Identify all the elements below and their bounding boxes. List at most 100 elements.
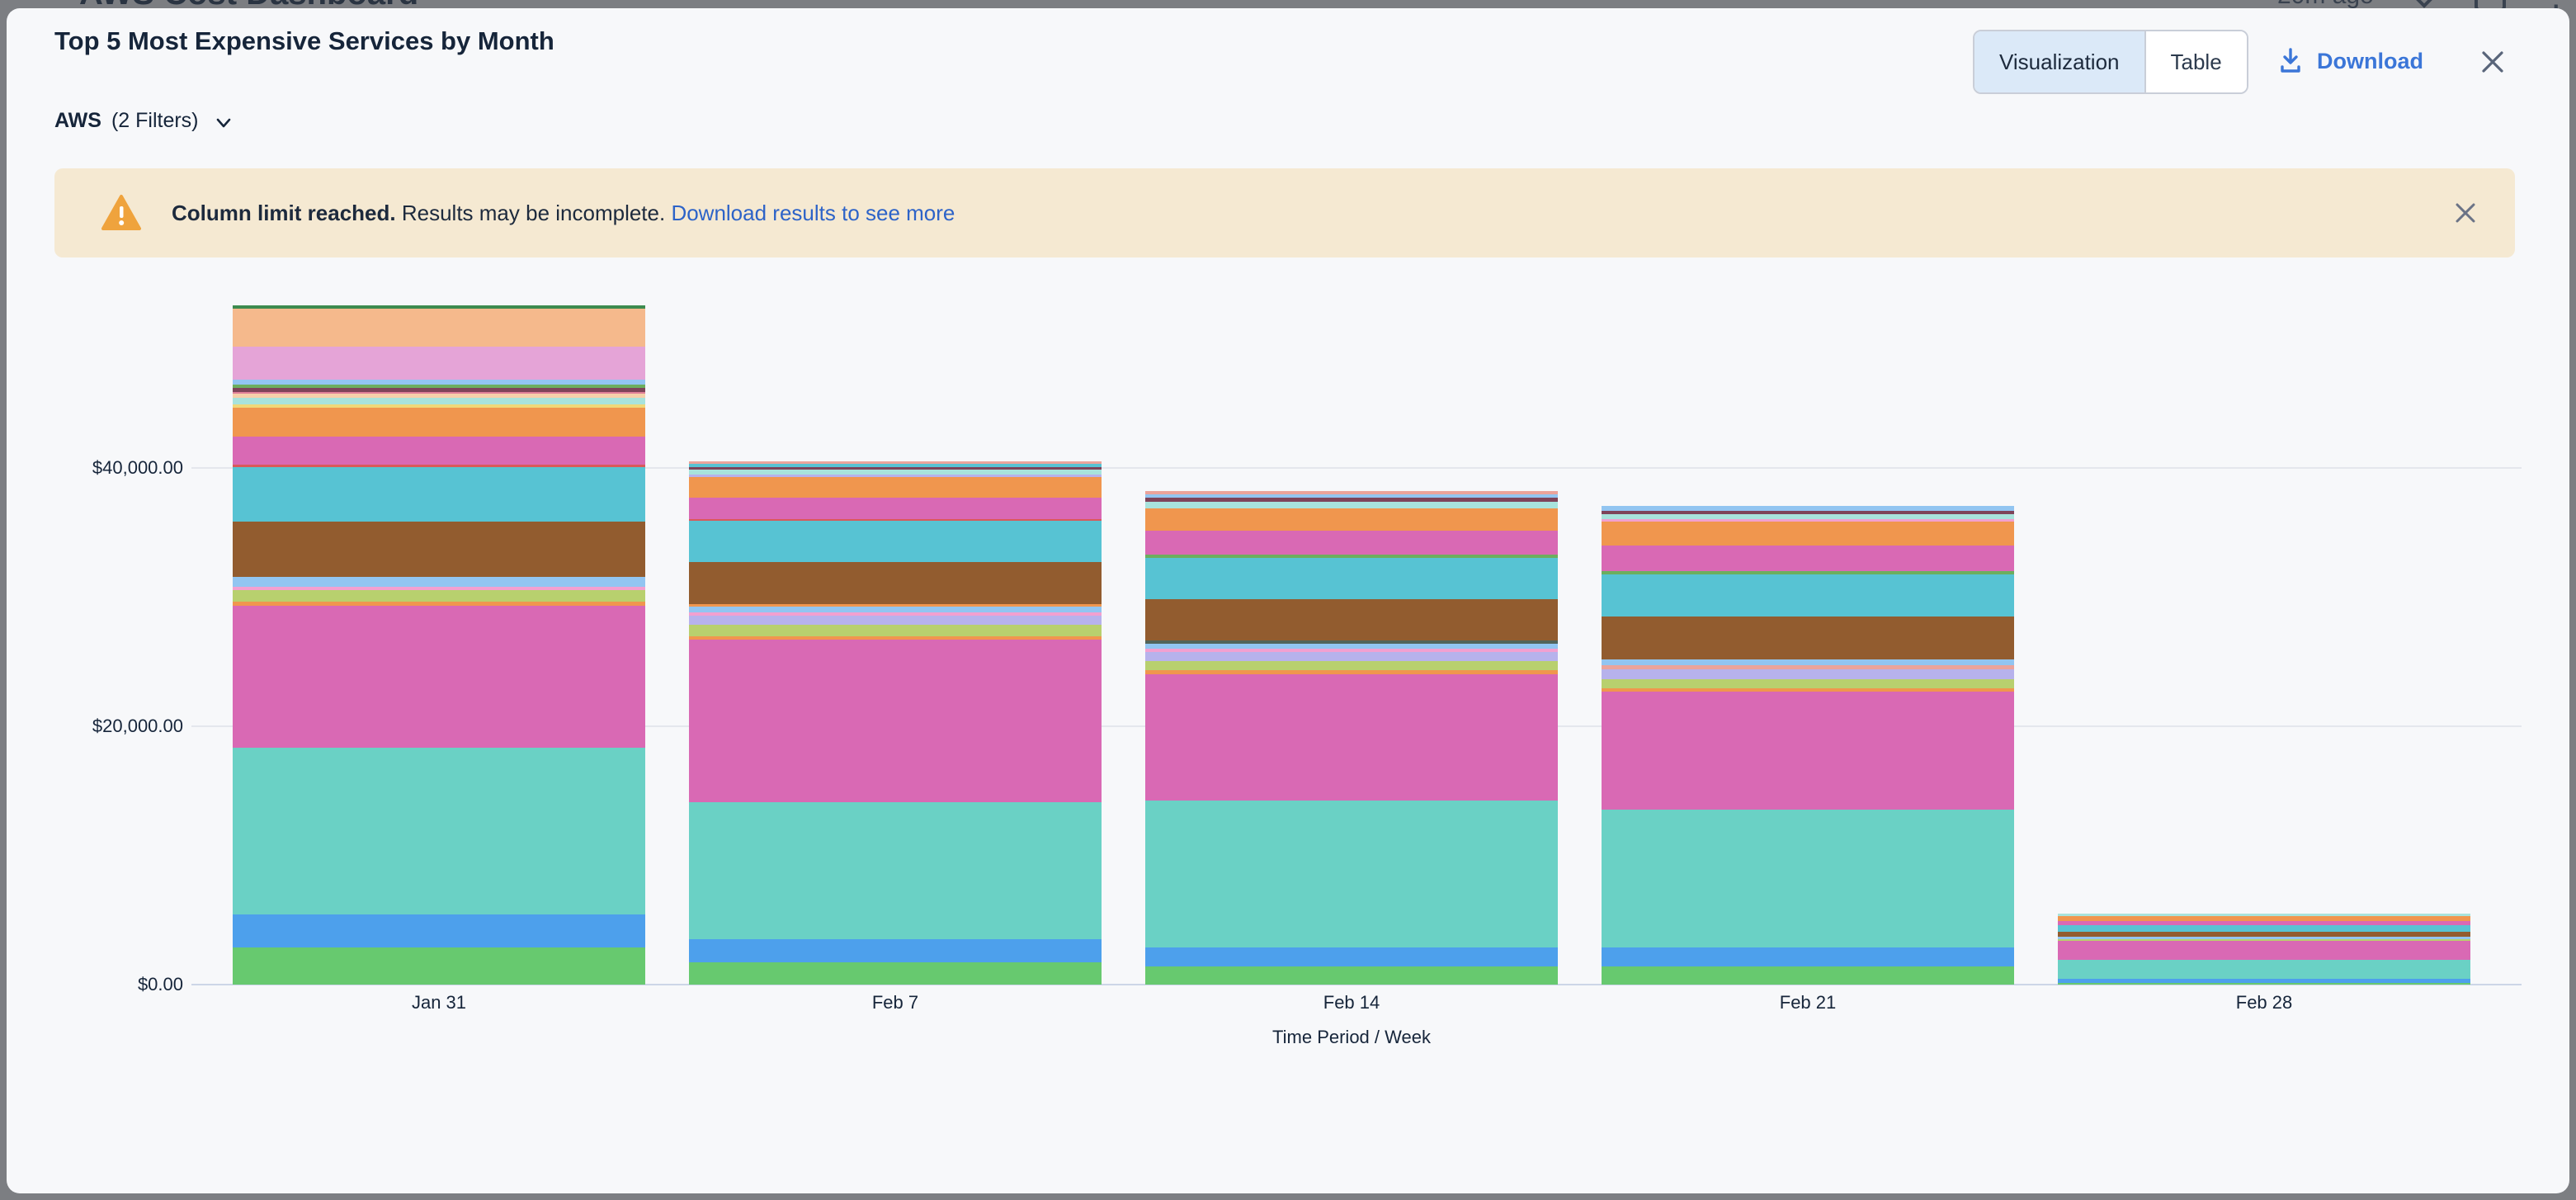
bar-segment[interactable]	[2058, 936, 2470, 939]
bar-segment[interactable]	[2058, 938, 2470, 941]
bar-segment[interactable]	[1602, 518, 2014, 522]
bar-segment[interactable]	[1145, 491, 1558, 495]
bar-segment[interactable]	[233, 385, 645, 389]
banner-close-icon[interactable]	[2452, 200, 2479, 226]
bar-segment[interactable]	[1145, 966, 1558, 985]
bar-segment[interactable]	[233, 398, 645, 404]
bar-segment[interactable]	[2058, 982, 2470, 985]
bar-segment[interactable]	[1145, 669, 1558, 674]
bar-segment[interactable]	[689, 461, 1102, 464]
bar-segment[interactable]	[1602, 947, 2014, 966]
bar-segment[interactable]	[233, 407, 645, 437]
bar-segment[interactable]	[689, 624, 1102, 636]
backdrop-chevron-icon	[2415, 0, 2432, 8]
bar-segment[interactable]	[689, 561, 1102, 604]
bar-segment[interactable]	[689, 606, 1102, 612]
bar-segment[interactable]	[1145, 800, 1558, 947]
bar-segment[interactable]	[233, 466, 645, 522]
bar-segment[interactable]	[689, 635, 1102, 640]
bar-segment[interactable]	[689, 476, 1102, 498]
bar-segment[interactable]	[1145, 640, 1558, 644]
bar-segment[interactable]	[1145, 947, 1558, 966]
bar-segment[interactable]	[1145, 554, 1558, 558]
bar-segment[interactable]	[233, 380, 645, 385]
bar-segment[interactable]	[1602, 809, 2014, 947]
bar-segment[interactable]	[1602, 966, 2014, 985]
bar-segment[interactable]	[689, 938, 1102, 962]
bar-segment[interactable]	[233, 589, 645, 602]
bar-segment[interactable]	[1145, 660, 1558, 670]
bar-segment[interactable]	[1602, 691, 2014, 810]
bar-segment[interactable]	[233, 347, 645, 380]
bar-segment[interactable]	[1602, 545, 2014, 571]
bar-segment[interactable]	[233, 914, 645, 947]
bar-segment[interactable]	[2058, 921, 2470, 925]
bar-segment[interactable]	[233, 747, 645, 914]
bar-segment[interactable]	[1145, 557, 1558, 599]
bar-segment[interactable]	[1602, 616, 2014, 659]
bar-segment[interactable]	[1602, 669, 2014, 679]
bar-segment[interactable]	[689, 466, 1102, 470]
bar-segment[interactable]	[689, 612, 1102, 616]
bar-segment[interactable]	[2058, 925, 2470, 932]
bar-segment[interactable]	[233, 404, 645, 408]
bar-segment[interactable]	[1145, 598, 1558, 640]
banner-download-link[interactable]: Download results to see more	[671, 200, 955, 225]
bar-segment[interactable]	[1602, 664, 2014, 669]
bar-segment[interactable]	[1145, 508, 1558, 531]
bar-segment[interactable]	[2058, 940, 2470, 960]
bar-segment[interactable]	[233, 388, 645, 393]
bar-segment[interactable]	[1145, 498, 1558, 502]
bar-segment[interactable]	[233, 464, 645, 467]
close-icon[interactable]	[2477, 46, 2508, 78]
bar-segment[interactable]	[233, 605, 645, 748]
bar-segment[interactable]	[1602, 570, 2014, 574]
bar-segment[interactable]	[1602, 659, 2014, 665]
bar-segment[interactable]	[1602, 687, 2014, 692]
bar-segment[interactable]	[689, 603, 1102, 607]
bar-segment[interactable]	[233, 392, 645, 394]
bar-segment[interactable]	[1145, 673, 1558, 801]
bar-segment[interactable]	[1145, 651, 1558, 661]
bar-segment[interactable]	[1602, 513, 2014, 519]
bar-segment[interactable]	[689, 474, 1102, 477]
bar-segment[interactable]	[2058, 916, 2470, 921]
bar-segment[interactable]	[2058, 959, 2470, 979]
bar-segment[interactable]	[233, 521, 645, 577]
bar-segment[interactable]	[2058, 931, 2470, 937]
bar-segment[interactable]	[689, 497, 1102, 519]
tab-table[interactable]: Table	[2145, 31, 2247, 92]
download-button[interactable]: Download	[2277, 38, 2423, 84]
bar-segment[interactable]	[689, 615, 1102, 625]
bar-segment[interactable]	[1602, 574, 2014, 617]
bar-segment[interactable]	[2058, 978, 2470, 983]
tab-visualization[interactable]: Visualization	[1974, 31, 2146, 92]
bar-segment[interactable]	[1145, 648, 1558, 652]
bar-segment[interactable]	[689, 463, 1102, 467]
bar-segment[interactable]	[233, 947, 645, 985]
bar-segment[interactable]	[689, 639, 1102, 802]
bar-segment[interactable]	[1145, 643, 1558, 649]
bar-segment[interactable]	[233, 601, 645, 606]
bar-segment[interactable]	[1602, 521, 2014, 546]
bar-segment[interactable]	[233, 576, 645, 587]
bar-segment[interactable]	[233, 436, 645, 465]
y-axis-tick-label: $20,000.00	[92, 716, 183, 736]
bar-segment[interactable]	[689, 801, 1102, 939]
bar-segment[interactable]	[233, 309, 645, 347]
bar-segment[interactable]	[233, 586, 645, 590]
bar-segment[interactable]	[689, 520, 1102, 562]
bar-segment[interactable]	[1145, 494, 1558, 498]
bar-segment[interactable]	[1602, 678, 2014, 688]
bar-segment[interactable]	[689, 518, 1102, 521]
bar-segment[interactable]	[1602, 505, 2014, 511]
bar-segment[interactable]	[233, 394, 645, 399]
bar-segment[interactable]	[1145, 501, 1558, 508]
bar-segment[interactable]	[233, 305, 645, 309]
bar-segment[interactable]	[1602, 510, 2014, 514]
filter-dropdown[interactable]: AWS (2 Filters)	[54, 109, 234, 133]
bar-segment[interactable]	[689, 469, 1102, 475]
bar-segment[interactable]	[689, 961, 1102, 985]
bar-segment[interactable]	[2058, 914, 2470, 917]
bar-segment[interactable]	[1145, 530, 1558, 555]
